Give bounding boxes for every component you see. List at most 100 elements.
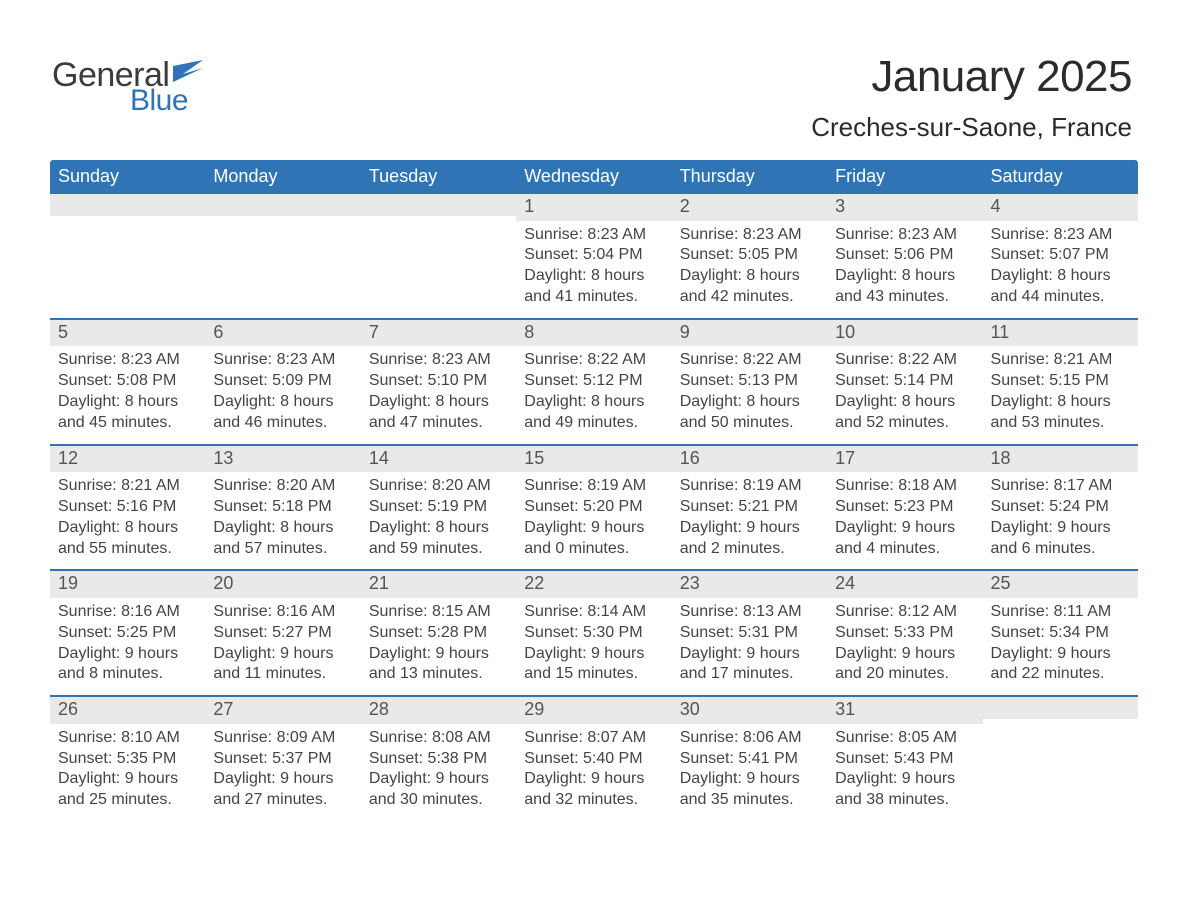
page-title: January 2025 [811,52,1132,102]
day-number: 22 [516,571,671,598]
sunrise-text: Sunrise: 8:07 AM [524,728,663,749]
day-number [983,697,1138,719]
weekday-header: Monday [205,160,360,194]
sunrise-text: Sunrise: 8:23 AM [58,350,197,371]
sunrise-text: Sunrise: 8:23 AM [213,350,352,371]
daylight-text: Daylight: 9 hours and 2 minutes. [680,518,819,560]
day-cell: 9 Sunrise: 8:22 AM Sunset: 5:13 PM Dayli… [672,320,827,444]
sunrise-text: Sunrise: 8:23 AM [680,225,819,246]
day-cell: 28 Sunrise: 8:08 AM Sunset: 5:38 PM Dayl… [361,697,516,821]
day-cell: 2 Sunrise: 8:23 AM Sunset: 5:05 PM Dayli… [672,194,827,318]
daylight-text: Daylight: 9 hours and 38 minutes. [835,769,974,811]
day-number [205,194,360,216]
sunset-text: Sunset: 5:12 PM [524,371,663,392]
sunrise-text: Sunrise: 8:08 AM [369,728,508,749]
daylight-text: Daylight: 8 hours and 43 minutes. [835,266,974,308]
calendar-grid: Sunday Monday Tuesday Wednesday Thursday… [50,160,1138,821]
sunset-text: Sunset: 5:40 PM [524,749,663,770]
day-number: 16 [672,446,827,473]
location-subtitle: Creches-sur-Saone, France [811,112,1132,143]
sunset-text: Sunset: 5:13 PM [680,371,819,392]
title-block: January 2025 Creches-sur-Saone, France [811,52,1132,143]
sunset-text: Sunset: 5:37 PM [213,749,352,770]
day-number: 30 [672,697,827,724]
day-number: 17 [827,446,982,473]
daylight-text: Daylight: 8 hours and 47 minutes. [369,392,508,434]
sunrise-text: Sunrise: 8:10 AM [58,728,197,749]
sunset-text: Sunset: 5:20 PM [524,497,663,518]
daylight-text: Daylight: 9 hours and 6 minutes. [991,518,1130,560]
day-cell: 4 Sunrise: 8:23 AM Sunset: 5:07 PM Dayli… [983,194,1138,318]
day-cell: 3 Sunrise: 8:23 AM Sunset: 5:06 PM Dayli… [827,194,982,318]
day-cell: 12 Sunrise: 8:21 AM Sunset: 5:16 PM Dayl… [50,446,205,570]
sunrise-text: Sunrise: 8:15 AM [369,602,508,623]
day-cell-empty [205,194,360,318]
sunrise-text: Sunrise: 8:18 AM [835,476,974,497]
daylight-text: Daylight: 8 hours and 49 minutes. [524,392,663,434]
day-number: 25 [983,571,1138,598]
day-cell: 10 Sunrise: 8:22 AM Sunset: 5:14 PM Dayl… [827,320,982,444]
day-number: 2 [672,194,827,221]
daylight-text: Daylight: 9 hours and 8 minutes. [58,644,197,686]
sunset-text: Sunset: 5:31 PM [680,623,819,644]
day-cell: 30 Sunrise: 8:06 AM Sunset: 5:41 PM Dayl… [672,697,827,821]
sunrise-text: Sunrise: 8:11 AM [991,602,1130,623]
day-cell: 19 Sunrise: 8:16 AM Sunset: 5:25 PM Dayl… [50,571,205,695]
daylight-text: Daylight: 8 hours and 53 minutes. [991,392,1130,434]
sunrise-text: Sunrise: 8:05 AM [835,728,974,749]
sunset-text: Sunset: 5:05 PM [680,245,819,266]
day-cell: 27 Sunrise: 8:09 AM Sunset: 5:37 PM Dayl… [205,697,360,821]
sunrise-text: Sunrise: 8:21 AM [58,476,197,497]
day-number: 10 [827,320,982,347]
sunset-text: Sunset: 5:23 PM [835,497,974,518]
sunset-text: Sunset: 5:25 PM [58,623,197,644]
daylight-text: Daylight: 9 hours and 15 minutes. [524,644,663,686]
daylight-text: Daylight: 8 hours and 57 minutes. [213,518,352,560]
sunset-text: Sunset: 5:41 PM [680,749,819,770]
day-cell: 6 Sunrise: 8:23 AM Sunset: 5:09 PM Dayli… [205,320,360,444]
sunrise-text: Sunrise: 8:23 AM [835,225,974,246]
day-cell: 26 Sunrise: 8:10 AM Sunset: 5:35 PM Dayl… [50,697,205,821]
daylight-text: Daylight: 9 hours and 35 minutes. [680,769,819,811]
daylight-text: Daylight: 9 hours and 32 minutes. [524,769,663,811]
day-cell-empty [50,194,205,318]
day-number: 28 [361,697,516,724]
daylight-text: Daylight: 8 hours and 45 minutes. [58,392,197,434]
day-number [50,194,205,216]
sunset-text: Sunset: 5:14 PM [835,371,974,392]
weekday-header: Sunday [50,160,205,194]
sunrise-text: Sunrise: 8:16 AM [213,602,352,623]
day-number: 19 [50,571,205,598]
day-cell: 1 Sunrise: 8:23 AM Sunset: 5:04 PM Dayli… [516,194,671,318]
sunrise-text: Sunrise: 8:20 AM [213,476,352,497]
daylight-text: Daylight: 8 hours and 52 minutes. [835,392,974,434]
day-number: 15 [516,446,671,473]
day-number: 24 [827,571,982,598]
daylight-text: Daylight: 9 hours and 25 minutes. [58,769,197,811]
sunrise-text: Sunrise: 8:20 AM [369,476,508,497]
day-cell: 17 Sunrise: 8:18 AM Sunset: 5:23 PM Dayl… [827,446,982,570]
day-number: 23 [672,571,827,598]
day-cell: 16 Sunrise: 8:19 AM Sunset: 5:21 PM Dayl… [672,446,827,570]
day-cell: 8 Sunrise: 8:22 AM Sunset: 5:12 PM Dayli… [516,320,671,444]
day-cell: 15 Sunrise: 8:19 AM Sunset: 5:20 PM Dayl… [516,446,671,570]
daylight-text: Daylight: 8 hours and 42 minutes. [680,266,819,308]
day-number: 1 [516,194,671,221]
sunset-text: Sunset: 5:34 PM [991,623,1130,644]
sunrise-text: Sunrise: 8:23 AM [991,225,1130,246]
daylight-text: Daylight: 9 hours and 0 minutes. [524,518,663,560]
day-cell: 24 Sunrise: 8:12 AM Sunset: 5:33 PM Dayl… [827,571,982,695]
week-row: 1 Sunrise: 8:23 AM Sunset: 5:04 PM Dayli… [50,194,1138,318]
day-cell: 11 Sunrise: 8:21 AM Sunset: 5:15 PM Dayl… [983,320,1138,444]
daylight-text: Daylight: 9 hours and 27 minutes. [213,769,352,811]
sunrise-text: Sunrise: 8:19 AM [524,476,663,497]
sunrise-text: Sunrise: 8:06 AM [680,728,819,749]
day-number: 4 [983,194,1138,221]
day-number: 3 [827,194,982,221]
day-cell: 31 Sunrise: 8:05 AM Sunset: 5:43 PM Dayl… [827,697,982,821]
daylight-text: Daylight: 9 hours and 17 minutes. [680,644,819,686]
day-cell-empty [361,194,516,318]
day-number: 7 [361,320,516,347]
day-cell-empty [983,697,1138,821]
daylight-text: Daylight: 8 hours and 46 minutes. [213,392,352,434]
